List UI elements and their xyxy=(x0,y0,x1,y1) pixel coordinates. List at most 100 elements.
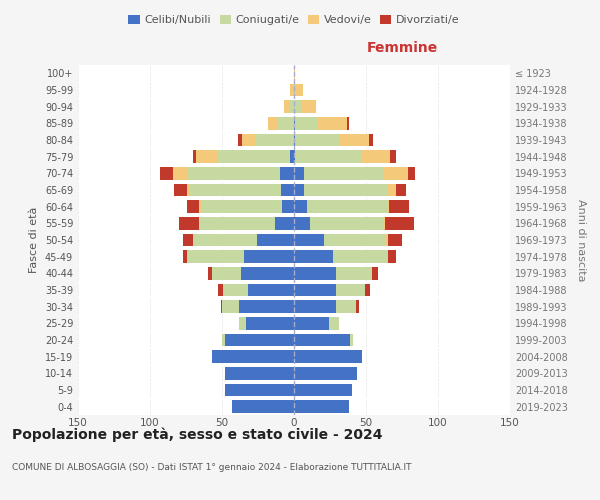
Bar xyxy=(225,334,294,346)
Bar xyxy=(187,250,244,263)
Bar xyxy=(239,317,247,330)
Bar xyxy=(388,200,389,213)
Y-axis label: Fasce di età: Fasce di età xyxy=(29,207,39,273)
Bar xyxy=(160,167,173,179)
Bar xyxy=(275,217,294,230)
Bar xyxy=(283,200,294,213)
Bar xyxy=(347,117,349,130)
Bar xyxy=(389,200,409,213)
Bar xyxy=(239,300,294,313)
Bar xyxy=(294,267,336,280)
Bar xyxy=(208,267,212,280)
Bar xyxy=(293,84,294,96)
Bar xyxy=(225,384,294,396)
Bar xyxy=(329,317,338,330)
Bar xyxy=(295,134,338,146)
Bar xyxy=(362,150,391,163)
Bar xyxy=(396,184,406,196)
Bar xyxy=(232,400,294,413)
Bar xyxy=(304,167,383,179)
Bar xyxy=(173,167,187,179)
Bar xyxy=(218,150,290,163)
Bar xyxy=(319,117,347,130)
Bar xyxy=(199,200,202,213)
Bar xyxy=(187,184,190,196)
Bar xyxy=(247,317,294,330)
Bar xyxy=(202,200,283,213)
Bar xyxy=(338,134,369,146)
Text: Femmine: Femmine xyxy=(367,40,437,54)
Bar xyxy=(218,284,223,296)
Bar xyxy=(196,150,218,163)
Bar xyxy=(255,134,294,146)
Bar xyxy=(294,234,324,246)
Bar xyxy=(385,217,413,230)
Bar xyxy=(225,367,294,380)
Bar xyxy=(242,134,255,146)
Bar xyxy=(294,400,349,413)
Bar xyxy=(268,117,278,130)
Bar xyxy=(383,217,385,230)
Bar xyxy=(222,334,225,346)
Bar xyxy=(295,117,319,130)
Bar xyxy=(175,184,187,196)
Bar xyxy=(301,100,316,113)
Bar xyxy=(244,250,294,263)
Bar xyxy=(294,384,352,396)
Bar xyxy=(310,217,383,230)
Bar xyxy=(281,184,294,196)
Bar xyxy=(294,317,329,330)
Bar xyxy=(183,250,187,263)
Bar xyxy=(223,284,248,296)
Bar xyxy=(304,184,388,196)
Text: Popolazione per età, sesso e stato civile - 2024: Popolazione per età, sesso e stato civil… xyxy=(12,428,383,442)
Y-axis label: Anni di nascita: Anni di nascita xyxy=(576,198,586,281)
Bar xyxy=(336,300,356,313)
Text: COMUNE DI ALBOSAGGIA (SO) - Dati ISTAT 1° gennaio 2024 - Elaborazione TUTTITALIA: COMUNE DI ALBOSAGGIA (SO) - Dati ISTAT 1… xyxy=(12,462,412,471)
Bar xyxy=(307,200,388,213)
Bar xyxy=(294,184,304,196)
Bar xyxy=(295,150,362,163)
Bar xyxy=(295,84,302,96)
Bar xyxy=(388,184,396,196)
Bar xyxy=(179,217,199,230)
Bar xyxy=(294,134,295,146)
Bar xyxy=(294,84,295,96)
Bar xyxy=(212,350,294,363)
Bar xyxy=(294,250,333,263)
Bar xyxy=(294,367,358,380)
Bar xyxy=(248,284,294,296)
Bar xyxy=(187,200,199,213)
Bar xyxy=(294,150,295,163)
Bar xyxy=(294,334,350,346)
Bar xyxy=(212,267,241,280)
Bar xyxy=(388,250,396,263)
Bar xyxy=(238,134,242,146)
Bar xyxy=(324,234,386,246)
Bar xyxy=(388,234,402,246)
Bar xyxy=(408,167,415,179)
Bar xyxy=(386,234,388,246)
Bar xyxy=(294,167,304,179)
Bar xyxy=(187,167,280,179)
Legend: Celibi/Nubili, Coniugati/e, Vedovi/e, Divorziati/e: Celibi/Nubili, Coniugati/e, Vedovi/e, Di… xyxy=(124,10,464,30)
Bar xyxy=(193,150,196,163)
Bar xyxy=(257,234,294,246)
Bar xyxy=(372,267,377,280)
Bar xyxy=(294,300,336,313)
Bar xyxy=(333,250,388,263)
Bar xyxy=(294,284,336,296)
Bar xyxy=(193,234,257,246)
Bar xyxy=(280,167,294,179)
Bar xyxy=(350,334,353,346)
Bar xyxy=(221,300,222,313)
Bar xyxy=(190,184,281,196)
Bar xyxy=(365,284,370,296)
Bar xyxy=(284,100,290,113)
Bar xyxy=(222,300,239,313)
Bar xyxy=(294,100,301,113)
Bar xyxy=(294,217,310,230)
Bar xyxy=(241,267,294,280)
Bar xyxy=(294,200,307,213)
Bar xyxy=(290,100,294,113)
